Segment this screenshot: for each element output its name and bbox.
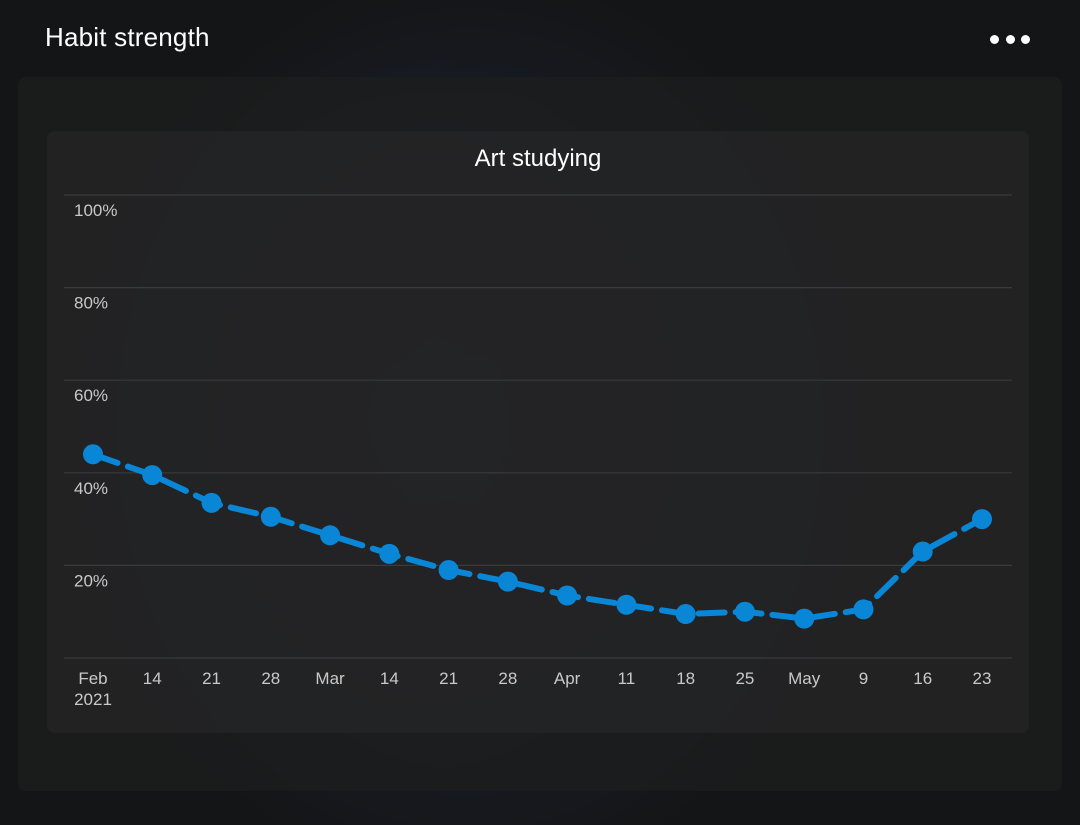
data-point[interactable] (912, 541, 933, 562)
data-point[interactable] (438, 560, 459, 581)
x-tick-label: 9 (859, 669, 868, 688)
chart-card (47, 131, 1029, 733)
series-line (90, 451, 985, 622)
x-tick-label: May (788, 669, 821, 688)
y-tick-label: 100% (74, 201, 117, 220)
x-tick-label: 16 (913, 669, 932, 688)
x-axis-labels: Feb 14 21 28 Mar 14 21 28 Apr 11 18 25 May 9 16 23 2021 (74, 669, 991, 709)
series-line-path (90, 451, 985, 622)
data-point[interactable] (379, 543, 400, 564)
y-tick-label: 20% (74, 571, 108, 590)
y-tick-label: 40% (74, 479, 108, 498)
x-tick-label: 11 (618, 669, 636, 688)
x-tick-label: 25 (735, 669, 754, 688)
more-horizontal-icon-dot-3 (1021, 34, 1030, 44)
x-tick-label: 28 (498, 669, 517, 688)
x-tick-label: 23 (973, 669, 992, 688)
header-bar: Habit strength (0, 0, 1080, 78)
data-point[interactable] (260, 506, 281, 527)
y-tick-label: 60% (74, 386, 108, 405)
y-tick-label: 80% (74, 294, 108, 313)
data-point[interactable] (675, 604, 696, 625)
data-point[interactable] (320, 525, 341, 546)
data-point[interactable] (497, 571, 518, 592)
data-point[interactable] (794, 608, 815, 629)
x-tick-label: 14 (380, 669, 399, 688)
data-point[interactable] (142, 465, 163, 486)
data-point[interactable] (616, 594, 637, 615)
y-axis-labels: 20% 40% 60% 80% 100% (74, 201, 117, 590)
more-horizontal-icon (990, 34, 999, 44)
data-point[interactable] (201, 492, 222, 513)
more-options-button[interactable] (990, 28, 1030, 50)
x-tick-label: Feb (78, 669, 107, 688)
x-tick-label: Apr (554, 669, 581, 688)
more-horizontal-icon-dot-2 (1005, 34, 1015, 44)
data-point[interactable] (853, 599, 874, 620)
x-tick-label: 28 (261, 669, 280, 688)
x-tick-year-label: 2021 (74, 690, 112, 709)
data-point[interactable] (972, 509, 992, 530)
data-point[interactable] (83, 444, 103, 465)
page-title: Habit strength (45, 22, 210, 52)
series-points (83, 444, 992, 629)
data-point[interactable] (734, 601, 755, 622)
grid-lines (64, 194, 1012, 659)
x-tick-label: 14 (143, 669, 162, 688)
chart-title: Art studying (475, 145, 602, 172)
x-tick-label: 18 (676, 669, 695, 688)
habit-strength-chart: Art studying 20% 40% 60% 80% 100% Feb 14 21 28 M… (64, 145, 1012, 709)
data-point[interactable] (557, 585, 578, 606)
x-tick-label: 21 (202, 669, 221, 688)
x-tick-label: 21 (439, 669, 458, 688)
x-tick-label: Mar (315, 669, 345, 688)
